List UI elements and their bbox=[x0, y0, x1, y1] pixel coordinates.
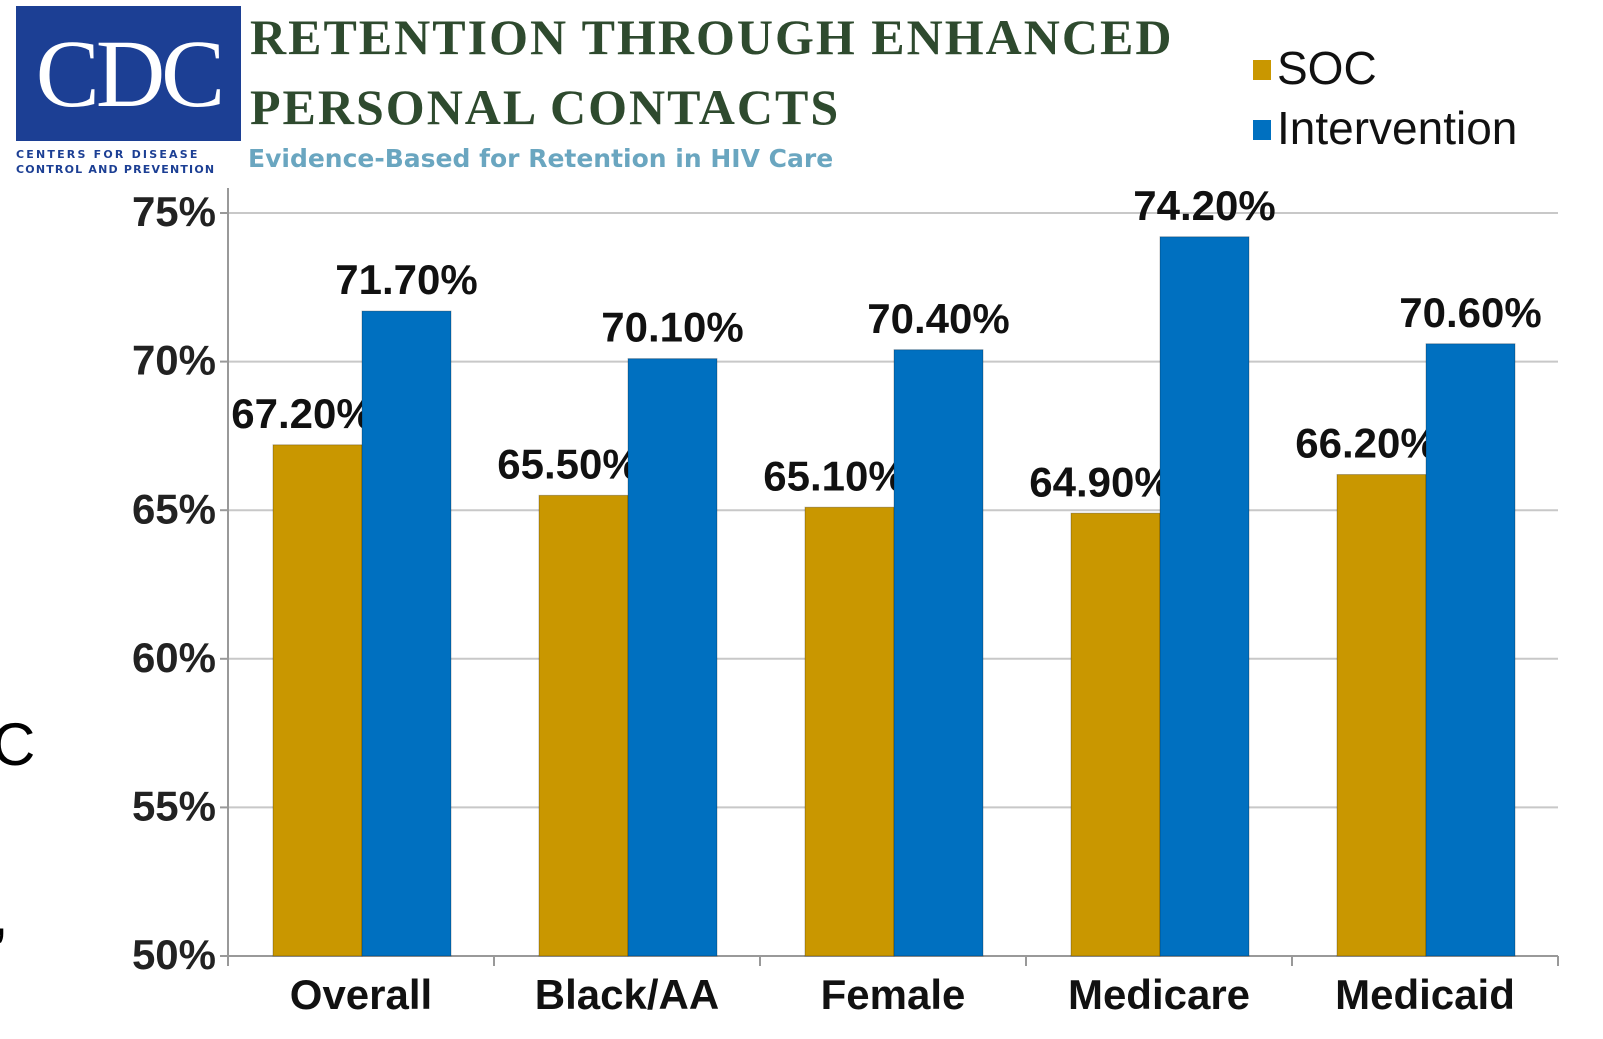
value-label: 70.10% bbox=[601, 304, 743, 351]
legend-swatch bbox=[1253, 120, 1271, 140]
bar bbox=[538, 494, 629, 957]
y-tick-label: 75% bbox=[132, 188, 216, 235]
y-tick-label: 65% bbox=[132, 485, 216, 532]
value-label: 66.20% bbox=[1295, 420, 1437, 467]
y-tick-label: 60% bbox=[132, 634, 216, 681]
bar bbox=[1159, 236, 1250, 957]
chart-subtitle: Evidence-Based for Retention in HIV Care bbox=[248, 144, 834, 173]
value-label: 70.40% bbox=[867, 295, 1009, 342]
y-tick-label: 70% bbox=[132, 337, 216, 384]
value-label: 65.10% bbox=[763, 452, 905, 499]
x-tick-label: Medicaid bbox=[1335, 971, 1515, 1018]
chart-title: RETENTION THROUGH ENHANCED PERSONAL CONT… bbox=[250, 9, 1174, 135]
legend-label: SOC bbox=[1277, 42, 1377, 94]
bar bbox=[627, 358, 718, 957]
logo-text: CONTROL AND PREVENTION bbox=[16, 163, 216, 176]
value-label: 64.90% bbox=[1029, 458, 1171, 505]
background-text: C bbox=[0, 711, 36, 778]
x-tick-label: Female bbox=[821, 971, 966, 1018]
value-label: 65.50% bbox=[497, 440, 639, 487]
bar bbox=[361, 310, 452, 957]
legend-swatch bbox=[1253, 60, 1271, 80]
x-tick-label: Black/AA bbox=[535, 971, 719, 1018]
background-text: , bbox=[0, 880, 9, 949]
x-tick-label: Medicare bbox=[1068, 971, 1250, 1018]
y-tick-label: 55% bbox=[132, 782, 216, 829]
bar bbox=[1070, 512, 1161, 957]
value-label: 71.70% bbox=[335, 256, 477, 303]
value-label: 67.20% bbox=[231, 390, 373, 437]
y-tick-label: 50% bbox=[132, 931, 216, 978]
bar bbox=[272, 444, 363, 957]
value-label: 74.20% bbox=[1133, 182, 1275, 229]
x-tick-label: Overall bbox=[290, 971, 432, 1018]
bar bbox=[804, 506, 895, 957]
bar bbox=[893, 349, 984, 957]
legend-label: Intervention bbox=[1277, 102, 1517, 154]
bar bbox=[1425, 343, 1516, 957]
bar bbox=[1336, 474, 1427, 957]
value-label: 70.60% bbox=[1399, 289, 1541, 336]
logo: CDC bbox=[16, 6, 241, 141]
logo-text: CENTERS FOR DISEASE bbox=[16, 148, 200, 161]
